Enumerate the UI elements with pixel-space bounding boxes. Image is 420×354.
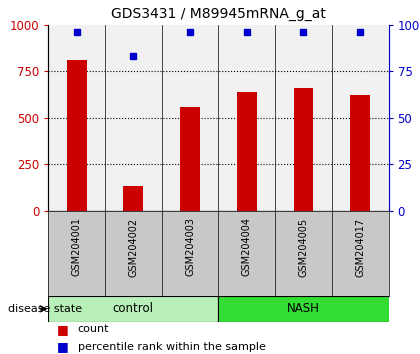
Bar <box>123 187 143 211</box>
Bar <box>48 25 105 211</box>
Bar <box>105 25 162 211</box>
Bar <box>350 96 370 211</box>
Text: GSM204003: GSM204003 <box>185 217 195 276</box>
Text: GSM204001: GSM204001 <box>72 217 81 276</box>
Text: ■: ■ <box>57 323 68 336</box>
Bar <box>67 60 87 211</box>
Text: GSM204005: GSM204005 <box>299 217 308 276</box>
Bar <box>48 296 218 322</box>
Bar <box>294 88 313 211</box>
Text: disease state: disease state <box>8 304 82 314</box>
Bar <box>237 92 257 211</box>
Text: GSM204002: GSM204002 <box>129 217 138 276</box>
Text: ■: ■ <box>57 341 68 353</box>
Bar <box>180 107 200 211</box>
Text: GSM204017: GSM204017 <box>355 217 365 276</box>
Bar <box>218 25 275 211</box>
Bar <box>162 25 218 211</box>
Text: percentile rank within the sample: percentile rank within the sample <box>78 342 265 352</box>
Bar <box>218 296 388 322</box>
Text: NASH: NASH <box>287 302 320 315</box>
Bar <box>332 25 388 211</box>
Bar <box>275 25 332 211</box>
Title: GDS3431 / M89945mRNA_g_at: GDS3431 / M89945mRNA_g_at <box>111 7 326 21</box>
Text: count: count <box>78 324 109 334</box>
Text: GSM204004: GSM204004 <box>242 217 252 276</box>
Text: control: control <box>113 302 154 315</box>
